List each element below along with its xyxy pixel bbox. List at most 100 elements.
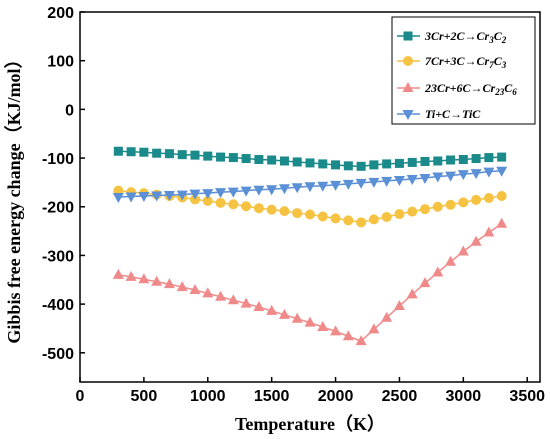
data-point <box>240 297 252 308</box>
series-4 <box>112 166 508 203</box>
x-tick-label: 3500 <box>509 388 545 405</box>
y-tick-label: 0 <box>65 102 74 119</box>
data-point <box>112 193 124 203</box>
x-tick-label: 1500 <box>254 388 290 405</box>
data-point <box>291 183 303 194</box>
data-point <box>203 151 213 161</box>
data-point <box>267 155 277 165</box>
data-point <box>496 166 508 177</box>
data-point <box>368 177 380 188</box>
data-point <box>458 197 469 208</box>
data-point <box>420 156 430 166</box>
data-point <box>227 294 239 305</box>
data-point <box>176 190 188 201</box>
data-point <box>241 201 252 212</box>
plot-border <box>79 11 541 383</box>
data-point <box>407 206 418 217</box>
data-point <box>241 154 251 164</box>
legend-marker <box>403 56 413 66</box>
data-point <box>138 273 150 284</box>
data-point <box>381 176 393 187</box>
legend-label: 23Cr+6C→Cr23C6 <box>424 81 517 97</box>
data-point <box>445 199 456 210</box>
data-point <box>318 159 328 169</box>
data-point <box>406 288 418 299</box>
data-point <box>113 146 123 156</box>
data-point <box>253 203 264 214</box>
data-point <box>151 275 163 286</box>
data-point <box>330 325 342 336</box>
data-point <box>457 170 469 181</box>
legend-marker <box>402 82 414 92</box>
legend-label: 7Cr+3C→Cr7C3 <box>425 54 507 70</box>
data-point <box>368 323 380 334</box>
data-point <box>266 185 278 196</box>
y-tick-label: 100 <box>47 54 74 71</box>
data-point <box>317 320 329 331</box>
data-point <box>458 155 468 165</box>
x-tick-label: 2000 <box>318 388 354 405</box>
data-point <box>279 156 289 166</box>
legend-label: Ti+C→TiC <box>425 107 481 121</box>
data-point <box>470 235 482 246</box>
data-point <box>151 191 163 202</box>
data-point <box>202 189 214 200</box>
y-tick-label: 200 <box>47 5 74 22</box>
y-axis: 200 100 0 -100 -200 -300 -400 -500 <box>42 5 85 363</box>
y-tick-label: -500 <box>42 346 74 363</box>
data-point <box>382 159 392 169</box>
data-point <box>393 175 405 186</box>
data-point <box>381 311 393 322</box>
data-point <box>112 268 124 279</box>
data-point <box>279 206 290 217</box>
legend-label: 3Cr+2C→Cr3C2 <box>424 29 507 45</box>
data-point <box>445 255 457 266</box>
data-point <box>394 209 405 220</box>
data-point <box>445 171 457 182</box>
data-point <box>394 158 404 168</box>
data-point <box>164 149 174 159</box>
data-point <box>126 147 136 157</box>
data-point <box>189 283 201 294</box>
data-point <box>215 188 227 199</box>
data-point <box>419 174 431 185</box>
data-point <box>163 278 175 289</box>
data-point <box>177 150 187 160</box>
data-point <box>125 270 137 281</box>
x-axis: 0 500 1000 1500 2000 2500 3000 3500 <box>76 377 545 405</box>
data-point <box>330 180 342 191</box>
data-point <box>483 226 495 237</box>
data-point <box>471 194 482 205</box>
x-tick-label: 0 <box>76 388 85 405</box>
y-tick-label: -100 <box>42 151 74 168</box>
series-layer <box>112 146 508 346</box>
x-axis-title: Temperature（K） <box>235 414 385 434</box>
y-axis-title: Gibbis free energy change（KJ/mol） <box>4 50 24 343</box>
data-point <box>457 245 469 256</box>
data-point <box>266 304 278 315</box>
data-point <box>343 161 353 171</box>
data-point <box>420 204 430 215</box>
y-tick-label: -400 <box>42 297 74 314</box>
data-point <box>292 157 302 167</box>
data-point <box>138 192 150 203</box>
data-point <box>304 316 316 327</box>
data-point <box>484 153 494 163</box>
x-tick-label: 1000 <box>190 388 226 405</box>
legend: 3Cr+2C→Cr3C2 7Cr+3C→Cr7C3 23Cr+6C→Cr23C6 Ti… <box>391 16 536 125</box>
data-point <box>496 217 508 228</box>
data-point <box>343 215 354 226</box>
data-point <box>471 154 481 164</box>
data-point <box>254 155 264 165</box>
data-point <box>317 211 328 222</box>
x-tick-label: 500 <box>131 388 158 405</box>
data-point <box>331 160 341 170</box>
x-tick-label: 2500 <box>382 388 418 405</box>
data-point <box>305 209 315 220</box>
data-point <box>356 161 366 171</box>
data-point <box>433 156 443 166</box>
plot-frame <box>79 11 541 383</box>
data-point <box>240 186 252 197</box>
series-3 <box>112 217 508 346</box>
